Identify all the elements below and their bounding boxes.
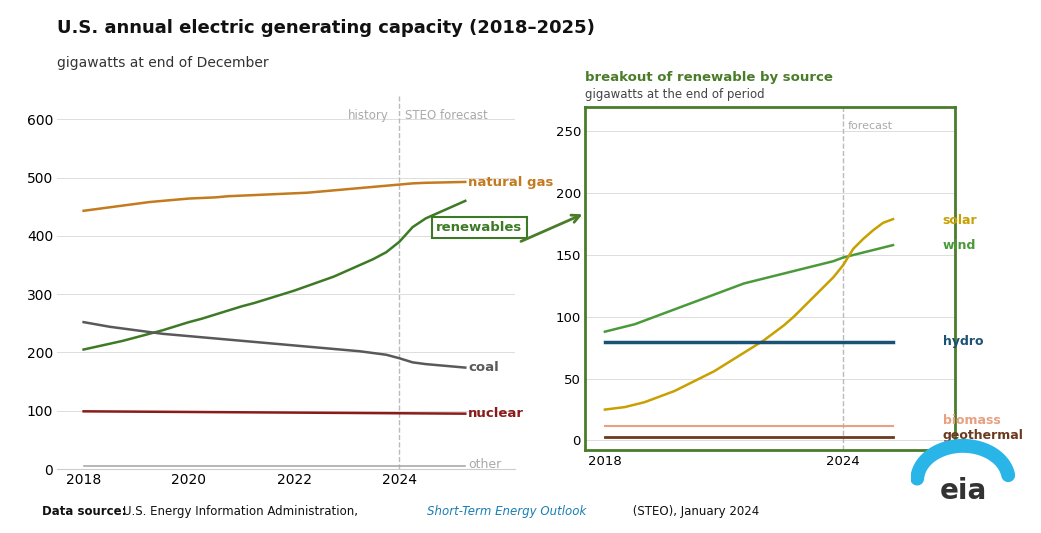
Text: solar: solar	[943, 214, 977, 227]
Text: eia: eia	[939, 477, 987, 505]
Text: gigawatts at the end of period: gigawatts at the end of period	[585, 88, 765, 101]
Text: (STEO), January 2024: (STEO), January 2024	[629, 505, 759, 518]
Text: gigawatts at end of December: gigawatts at end of December	[57, 56, 269, 70]
Text: coal: coal	[467, 361, 499, 374]
Text: Data source:: Data source:	[42, 505, 126, 518]
Text: hydro: hydro	[943, 335, 983, 348]
Text: breakout of renewable by source: breakout of renewable by source	[585, 71, 833, 84]
Text: STEO forecast: STEO forecast	[405, 109, 487, 122]
Text: nuclear: nuclear	[467, 407, 524, 420]
Text: U.S. annual electric generating capacity (2018–2025): U.S. annual electric generating capacity…	[57, 19, 595, 37]
Text: forecast: forecast	[847, 122, 892, 132]
Text: renewables: renewables	[436, 221, 523, 233]
Text: geothermal: geothermal	[943, 429, 1023, 442]
Text: wind: wind	[943, 239, 976, 252]
Text: history: history	[348, 109, 389, 122]
Text: Short-Term Energy Outlook: Short-Term Energy Outlook	[427, 505, 586, 518]
Text: natural gas: natural gas	[467, 176, 553, 189]
Text: other: other	[467, 458, 501, 471]
Text: biomass: biomass	[943, 414, 1000, 427]
Text: U.S. Energy Information Administration,: U.S. Energy Information Administration,	[123, 505, 361, 518]
